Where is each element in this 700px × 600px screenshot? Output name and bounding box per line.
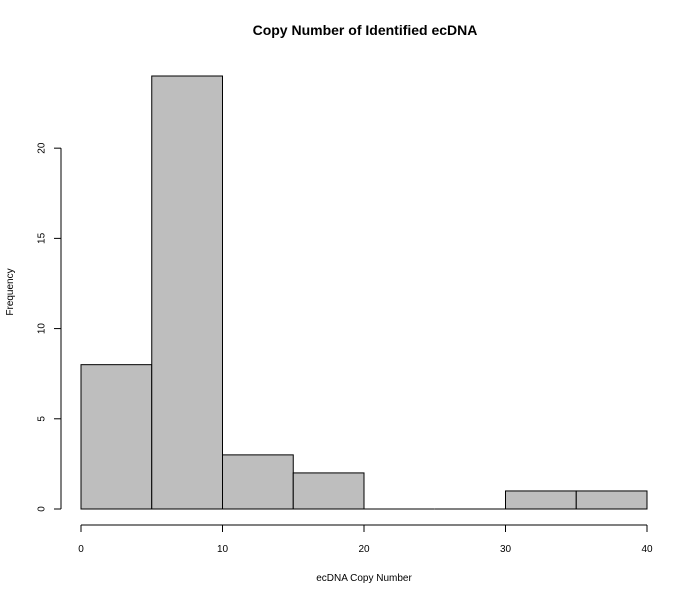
y-tick-label-20: 20 xyxy=(37,142,48,154)
y-tick-label-15: 15 xyxy=(37,232,48,244)
histogram-bar-2 xyxy=(222,454,294,510)
y-axis-label: Frequency xyxy=(5,268,16,315)
y-axis: 0 5 10 15 20 xyxy=(37,142,62,512)
histogram-bar-1 xyxy=(151,75,223,510)
x-axis-label: ecDNA Copy Number xyxy=(316,573,412,584)
histogram-bar-0 xyxy=(80,364,153,510)
x-tick-label-0: 0 xyxy=(78,544,84,555)
x-tick-label-40: 40 xyxy=(641,544,653,555)
x-tick-label-10: 10 xyxy=(217,544,229,555)
y-tick-label-10: 10 xyxy=(37,323,48,335)
y-tick-label-0: 0 xyxy=(37,506,48,512)
histogram-bar-6 xyxy=(505,490,577,510)
chart-title: Copy Number of Identified ecDNA xyxy=(253,22,478,38)
x-tick-label-30: 30 xyxy=(500,544,512,555)
y-tick-label-5: 5 xyxy=(37,416,48,422)
histogram-bar-3 xyxy=(292,472,365,510)
histogram-bar-7 xyxy=(575,490,648,510)
x-tick-label-20: 20 xyxy=(358,544,370,555)
x-axis: 0 10 20 30 40 xyxy=(78,524,653,555)
bars-group xyxy=(80,75,648,510)
